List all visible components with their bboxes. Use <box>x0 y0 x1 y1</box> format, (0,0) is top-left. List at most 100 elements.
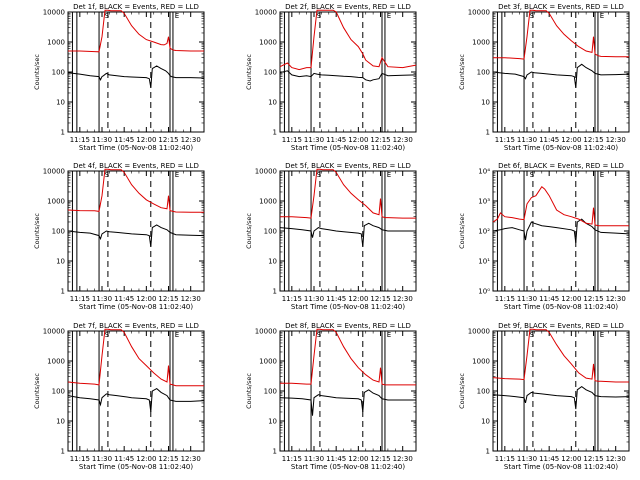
x-tick-label: 11:15 <box>282 136 302 144</box>
chart-title: Det 4f, BLACK = Events, RED = LLD <box>73 162 199 170</box>
y-tick-label: 1000 <box>47 198 65 206</box>
x-tick-label: 11:30 <box>517 295 537 303</box>
x-tick-label: 11:30 <box>92 455 112 463</box>
x-tick-label: 11:30 <box>304 455 324 463</box>
x-tick-label: 12:30 <box>181 136 201 144</box>
y-tick-label: 1000 <box>472 358 490 366</box>
event-marker-label: E <box>600 12 604 20</box>
x-tick-label: 12:00 <box>348 136 368 144</box>
x-tick-label: 11:15 <box>495 295 515 303</box>
y-tick-label: 10¹ <box>478 258 490 266</box>
series-line-lld <box>67 168 204 213</box>
y-tick-label: 1 <box>486 448 490 456</box>
plot-frame <box>67 330 205 452</box>
x-tick-label: 11:15 <box>495 455 515 463</box>
y-tick-label: 100 <box>52 388 65 396</box>
y-axis-label: Counts/sec <box>33 54 41 90</box>
x-tick-label: 12:00 <box>136 455 156 463</box>
y-tick-label: 1000 <box>259 39 277 47</box>
y-tick-label: 10 <box>56 99 65 107</box>
y-tick-label: 10³ <box>478 198 490 206</box>
x-axis-label: Start Time (05-Nov-08 11:02:40) <box>291 463 405 471</box>
event-marker-label: E <box>600 331 604 339</box>
event-marker-label: S <box>317 171 322 179</box>
chart-panel-2: Det 2f, BLACK = Events, RED = LLD 1 10 100 1… <box>245 3 417 152</box>
x-tick-label: 11:30 <box>517 136 537 144</box>
chart-panel-4: Det 4f, BLACK = Events, RED = LLD 1 10 100 1… <box>33 162 205 311</box>
y-axis-label: Counts/sec <box>33 373 41 409</box>
event-marker-label: S <box>530 12 535 20</box>
x-axis-label: Start Time (05-Nov-08 11:02:40) <box>291 303 405 311</box>
event-marker-label: E <box>175 331 179 339</box>
x-tick-label: 11:45 <box>326 455 346 463</box>
y-axis-label: Counts/sec <box>245 373 253 409</box>
series-line-lld <box>280 168 416 219</box>
chart-title: Det 5f, BLACK = Events, RED = LLD <box>285 162 411 170</box>
y-tick-label: 10 <box>481 99 490 107</box>
event-marker-label: S <box>105 331 110 339</box>
x-tick-label: 11:30 <box>92 295 112 303</box>
y-tick-label: 1 <box>273 448 277 456</box>
x-tick-label: 12:00 <box>561 455 581 463</box>
x-tick-label: 11:30 <box>304 136 324 144</box>
plot-frame <box>492 170 630 292</box>
event-marker-label: S <box>105 171 110 179</box>
x-axis-label: Start Time (05-Nov-08 11:02:40) <box>504 303 618 311</box>
chart-panel-9: Det 9f, BLACK = Events, RED = LLD 1 10 100 1… <box>458 322 630 471</box>
y-tick-label: 10000 <box>468 9 490 17</box>
y-tick-label: 100 <box>477 69 490 77</box>
series-line-events <box>492 63 630 88</box>
x-tick-label: 11:45 <box>539 455 559 463</box>
y-tick-label: 100 <box>52 228 65 236</box>
x-tick-label: 12:30 <box>181 295 201 303</box>
y-tick-label: 1000 <box>47 39 65 47</box>
x-tick-label: 12:30 <box>606 295 626 303</box>
x-tick-label: 11:45 <box>539 136 559 144</box>
y-tick-label: 10000 <box>43 9 65 17</box>
x-tick-label: 12:00 <box>561 295 581 303</box>
y-tick-label: 100 <box>264 228 277 236</box>
y-tick-label: 100 <box>52 69 65 77</box>
y-axis-label: Counts/sec <box>458 213 466 249</box>
y-axis-label: Counts/sec <box>33 213 41 249</box>
y-tick-label: 10 <box>268 99 277 107</box>
y-tick-label: 1 <box>61 288 65 296</box>
y-tick-label: 1000 <box>47 358 65 366</box>
event-marker-label: S <box>105 12 110 20</box>
series-line-events <box>279 222 416 247</box>
series-line-events <box>492 385 630 410</box>
x-tick-label: 12:15 <box>158 455 178 463</box>
y-tick-label: 10 <box>481 418 490 426</box>
y-tick-label: 10⁴ <box>478 168 490 176</box>
x-tick-label: 12:15 <box>370 136 390 144</box>
x-tick-label: 12:00 <box>348 295 368 303</box>
event-marker-label: S <box>317 331 322 339</box>
chart-title: Det 9f, BLACK = Events, RED = LLD <box>498 322 624 330</box>
chart-panel-5: Det 5f, BLACK = Events, RED = LLD 1 10 100 1… <box>245 162 417 311</box>
event-marker-label: E <box>387 171 391 179</box>
y-tick-label: 1 <box>486 129 490 137</box>
series-line-events <box>279 70 417 82</box>
x-tick-label: 11:45 <box>114 295 134 303</box>
event-marker-label: E <box>387 331 391 339</box>
y-tick-label: 10000 <box>468 328 490 336</box>
x-tick-label: 11:45 <box>326 136 346 144</box>
x-tick-label: 12:15 <box>583 455 603 463</box>
series-line-lld <box>492 328 629 383</box>
chart-panel-8: Det 8f, BLACK = Events, RED = LLD 1 10 100 1… <box>245 322 417 471</box>
y-tick-label: 1 <box>273 129 277 137</box>
chart-title: Det 1f, BLACK = Events, RED = LLD <box>73 3 199 11</box>
y-tick-label: 10 <box>268 418 277 426</box>
y-tick-label: 10000 <box>255 328 277 336</box>
chart-title: Det 8f, BLACK = Events, RED = LLD <box>285 322 411 330</box>
series-line-events <box>67 224 205 247</box>
x-tick-label: 11:15 <box>282 455 302 463</box>
y-tick-label: 10000 <box>255 9 277 17</box>
event-marker-label: E <box>387 12 391 20</box>
x-axis-label: Start Time (05-Nov-08 11:02:40) <box>79 144 193 152</box>
x-tick-label: 12:00 <box>561 136 581 144</box>
chart-panel-3: Det 3f, BLACK = Events, RED = LLD 1 10 100 1… <box>458 3 630 152</box>
plot-frame <box>67 170 205 292</box>
x-tick-label: 11:30 <box>517 455 537 463</box>
